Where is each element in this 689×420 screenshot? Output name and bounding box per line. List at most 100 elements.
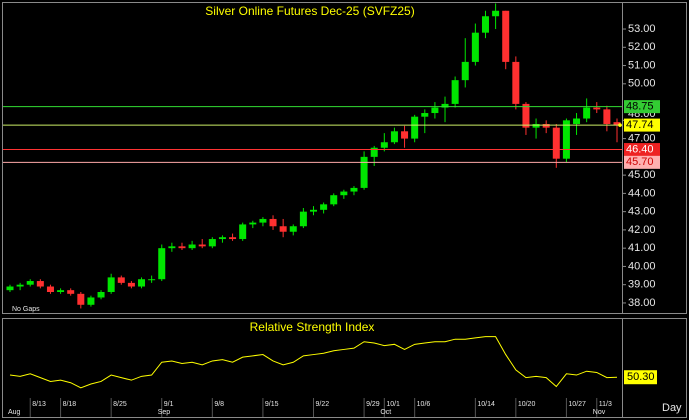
candle-body <box>573 118 581 124</box>
candle-body <box>198 244 206 247</box>
candle-body <box>583 107 591 119</box>
candle-body <box>249 222 257 225</box>
candle-body <box>471 32 479 62</box>
y-tick-label: 45.00 <box>628 169 656 181</box>
level-box <box>624 118 660 132</box>
candle-body <box>502 10 510 62</box>
chart-title: Silver Online Futures Dec-25 (SVFZ25) <box>205 4 414 18</box>
x-tick-label: 8/25 <box>113 401 127 408</box>
x-tick-label: 9/8 <box>214 401 224 408</box>
x-tick-label: 10/20 <box>518 401 536 408</box>
candle-body <box>218 237 226 240</box>
candle-body <box>461 61 469 81</box>
candle-body <box>532 123 540 128</box>
level-label: 47.74 <box>626 119 654 131</box>
level-label: 46.40 <box>626 143 654 155</box>
candle-body <box>239 224 247 240</box>
candle-body <box>593 107 601 110</box>
x-tick-label: 9/22 <box>316 401 330 408</box>
candle-body <box>36 281 44 287</box>
level-label: 45.70 <box>626 156 654 168</box>
x-tick-label: 8/13 <box>32 401 46 408</box>
candle-body <box>67 290 75 294</box>
candle-body <box>330 195 338 205</box>
rsi-box <box>624 370 657 385</box>
candle-body <box>441 103 449 108</box>
y-tick-label: 47.00 <box>628 132 656 144</box>
level-label: 48.75 <box>626 101 654 113</box>
candle-body <box>552 127 560 159</box>
rsi-line <box>9 336 618 389</box>
y-tick-label: 42.00 <box>628 224 656 236</box>
x-tick-label: 9/29 <box>366 401 380 408</box>
candle-body <box>370 147 378 157</box>
month-label: Nov <box>593 409 606 416</box>
candle-body <box>360 156 368 188</box>
candle-body <box>310 209 317 212</box>
y-tick-label: 39.00 <box>628 279 656 291</box>
candle-body <box>229 237 237 240</box>
price-axis <box>622 2 687 314</box>
candle-body <box>390 131 398 143</box>
candle-body <box>340 191 348 196</box>
y-tick-label: 43.00 <box>628 206 656 218</box>
candle-body <box>320 204 328 210</box>
y-tick-label: 41.00 <box>628 242 656 254</box>
candle-body <box>401 131 409 139</box>
candle-body <box>117 277 125 283</box>
candle-body <box>107 277 115 292</box>
candle-body <box>562 120 570 159</box>
candle-body <box>57 290 65 292</box>
x-tick-label: 10/27 <box>568 401 586 408</box>
candle-body <box>380 142 388 148</box>
x-tick-label: 9/1 <box>164 401 174 408</box>
candle-body <box>97 291 105 298</box>
month-label: Aug <box>8 409 21 416</box>
y-tick-label: 53.00 <box>628 23 656 35</box>
y-tick-label: 51.00 <box>628 59 656 71</box>
candle-body <box>542 123 550 128</box>
candle-body <box>481 16 489 33</box>
y-tick-label: 50.00 <box>628 78 656 90</box>
y-tick-label: 52.00 <box>628 41 656 53</box>
candle-body <box>613 122 621 126</box>
candle-body <box>158 248 166 280</box>
level-box <box>624 100 660 114</box>
candle-body <box>168 246 176 249</box>
candle-body <box>512 61 520 104</box>
y-tick-label: 38.00 <box>628 297 656 309</box>
x-tick-label: 11/3 <box>599 401 612 408</box>
note: No Gaps <box>12 306 40 313</box>
y-tick-label: 40.00 <box>628 260 656 272</box>
candle-body <box>350 187 358 192</box>
candle-body <box>148 279 156 281</box>
month-label: Oct <box>380 409 391 416</box>
candle-body <box>178 246 186 249</box>
candle-body <box>269 218 277 227</box>
rsi-axis <box>622 318 687 418</box>
x-tick-label: 9/15 <box>265 401 279 408</box>
candle-body <box>208 239 216 247</box>
level-box <box>624 143 660 157</box>
candle-body <box>46 286 54 292</box>
x-tick-label: 10/1 <box>386 401 400 408</box>
candle-body <box>431 107 439 114</box>
rsi-title: Relative Strength Index <box>250 320 375 334</box>
candle-body <box>411 116 419 139</box>
candle-body <box>421 113 429 117</box>
x-tick-label: 8/18 <box>63 401 77 408</box>
candle-body <box>16 284 24 287</box>
rsi-label: 50.30 <box>627 371 655 383</box>
level-box <box>624 155 660 169</box>
candle-body <box>127 282 135 287</box>
candle-body <box>26 281 34 285</box>
candle-body <box>6 286 14 291</box>
last-price <box>618 123 622 127</box>
candle-body <box>138 279 146 287</box>
candle-body <box>279 226 287 232</box>
period: Day <box>662 402 682 414</box>
x-tick-label: 10/14 <box>477 401 495 408</box>
candle-body <box>259 218 267 223</box>
